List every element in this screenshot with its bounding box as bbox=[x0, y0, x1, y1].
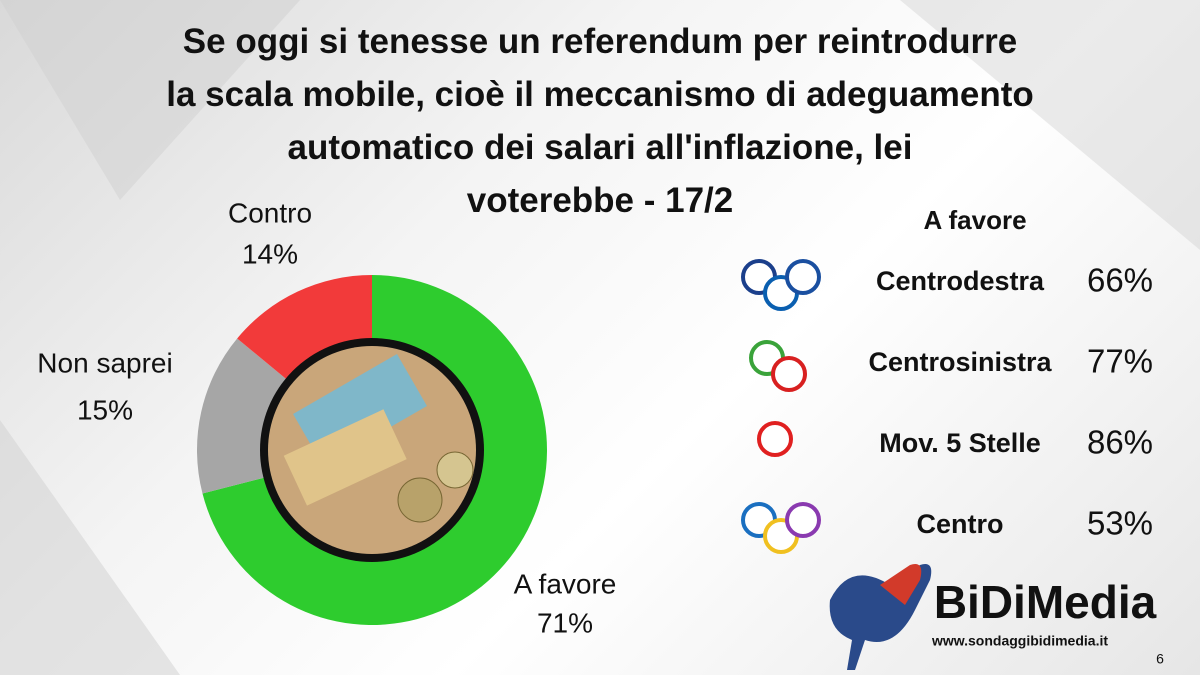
coalition-label: Centro bbox=[917, 509, 1004, 539]
page-number: 6 bbox=[1156, 651, 1164, 667]
slice-value: 71% bbox=[537, 607, 593, 638]
logo-name: BiDiMedia bbox=[934, 576, 1157, 628]
coalition-value: 66% bbox=[1087, 262, 1153, 299]
logo-url: www.sondaggibidimedia.it bbox=[931, 633, 1108, 649]
breakdown-title: A favore bbox=[923, 205, 1026, 235]
donut-slice bbox=[202, 275, 547, 626]
photo-coin bbox=[436, 451, 474, 489]
bg-shape bbox=[0, 0, 300, 200]
slice-value: 14% bbox=[242, 238, 298, 269]
party-logo bbox=[785, 259, 821, 295]
slice-label: Contro bbox=[228, 197, 312, 228]
bg-shape bbox=[0, 420, 180, 675]
party-logo bbox=[757, 421, 793, 457]
photo-coin bbox=[397, 477, 443, 523]
party-logo bbox=[785, 502, 821, 538]
photo-note bbox=[283, 409, 407, 506]
logo-bird bbox=[880, 564, 922, 605]
party-logo bbox=[771, 356, 807, 392]
coalition-label: Centrodestra bbox=[876, 266, 1045, 296]
donut-slice bbox=[237, 275, 372, 380]
chart-title: Se oggi si tenesse un referendum per rei… bbox=[166, 22, 1034, 220]
coalition-value: 53% bbox=[1087, 505, 1153, 542]
coalition-value: 86% bbox=[1087, 424, 1153, 461]
slice-label: Non saprei bbox=[37, 347, 172, 378]
coalition-label: Mov. 5 Stelle bbox=[879, 428, 1041, 458]
coalition-value: 77% bbox=[1087, 343, 1153, 380]
bg-shape bbox=[900, 0, 1200, 250]
slice-label: A favore bbox=[514, 568, 617, 599]
slice-value: 15% bbox=[77, 394, 133, 425]
coalition-label: Centrosinistra bbox=[868, 347, 1052, 377]
donut-slice bbox=[196, 338, 288, 494]
logo: BiDiMedia www.sondaggibidimedia.it bbox=[829, 564, 1157, 670]
